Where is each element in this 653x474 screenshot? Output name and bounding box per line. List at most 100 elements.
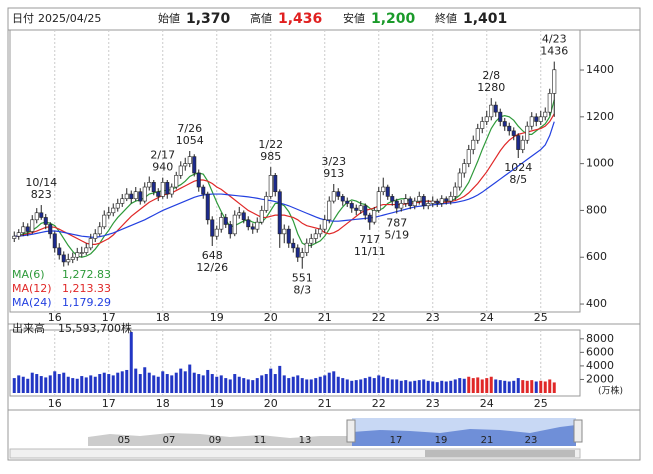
x-tick-label: 23 — [426, 311, 440, 324]
volume-bar — [197, 374, 201, 393]
candle-body — [124, 193, 129, 200]
volume-total: 15,593,700株 — [58, 321, 132, 335]
volume-bar — [210, 374, 214, 393]
annotation-value: 913 — [323, 167, 344, 180]
volume-bar — [431, 381, 435, 393]
candle-body — [205, 193, 210, 221]
navigator[interactable] — [9, 418, 583, 459]
candle-body — [318, 228, 323, 235]
x-tick-label: 22 — [372, 397, 386, 410]
x-tick-label: 16 — [48, 397, 62, 410]
candle-body — [444, 198, 449, 202]
volume-bar — [273, 374, 277, 393]
candle-body — [16, 232, 21, 237]
candle-body — [250, 226, 255, 230]
scrollbar-thumb[interactable] — [425, 450, 575, 457]
candle-body — [286, 228, 291, 244]
annotation-date: 8/3 — [293, 284, 311, 297]
legend-name: MA(6) — [12, 268, 45, 281]
annotation-date: 10/14 — [25, 176, 57, 189]
volume-title: 出来高 — [12, 321, 45, 335]
volume-bar — [440, 380, 444, 393]
candle-body — [34, 212, 39, 221]
header-value: 2025/04/25 — [38, 12, 101, 25]
candle-body — [88, 238, 93, 249]
volume-bar — [534, 381, 538, 393]
annotation-value: 1436 — [540, 45, 568, 58]
legend-value: 1,213.33 — [62, 282, 111, 295]
volume-bar — [453, 379, 457, 393]
volume-bar — [237, 376, 241, 393]
volume-bar — [75, 378, 79, 393]
candle-body — [210, 219, 215, 237]
navigator-handle[interactable] — [573, 419, 583, 443]
volume-bar — [53, 371, 57, 393]
ma-line — [14, 113, 555, 245]
scrollbar[interactable] — [9, 448, 581, 459]
candle-body — [43, 217, 48, 225]
volume-bar — [494, 379, 498, 393]
volume-bar — [449, 380, 453, 393]
x-tick-label: 19 — [210, 311, 224, 324]
candle-body — [534, 116, 539, 122]
candle-body — [97, 226, 102, 235]
annotation-date: 11/11 — [354, 245, 386, 258]
candle-body — [232, 214, 237, 235]
x-tick-label: 19 — [210, 397, 224, 410]
y-tick-label: 6000 — [586, 345, 614, 358]
annotation-value: 717 — [359, 233, 380, 246]
y-tick-label: 1400 — [586, 63, 614, 76]
volume-bar — [336, 376, 340, 393]
candle-body — [61, 254, 66, 263]
x-tick-label: 23 — [426, 397, 440, 410]
header-label: 安値 — [343, 11, 365, 25]
volume-bar — [404, 380, 408, 393]
ma-line — [14, 121, 555, 238]
volume-bar — [192, 372, 196, 393]
volume-bar — [327, 372, 331, 393]
volume-bar — [93, 376, 97, 393]
candle-body — [489, 104, 494, 118]
candle-body — [502, 121, 507, 127]
x-tick-label: 18 — [156, 397, 170, 410]
candle-body — [381, 186, 386, 193]
candle-body — [552, 69, 557, 94]
volume-bar — [282, 375, 286, 393]
volume-bar — [39, 376, 43, 393]
candle-body — [156, 191, 161, 197]
volume-bar — [305, 379, 309, 393]
candle-body — [516, 135, 521, 150]
volume-bar — [512, 380, 516, 393]
volume-bar — [125, 369, 129, 393]
candle-body — [138, 191, 143, 202]
candle-body — [291, 242, 296, 249]
volume-bar — [399, 380, 403, 393]
candle-body — [142, 186, 147, 202]
volume-bar — [507, 381, 511, 393]
candle-body — [111, 207, 116, 214]
x-tick-label: 21 — [318, 311, 332, 324]
volume-bar — [129, 332, 133, 393]
volume-panel — [9, 329, 581, 397]
annotation-date: 3/23 — [321, 155, 346, 168]
candle-body — [259, 210, 264, 223]
y-tick-label: 4000 — [586, 359, 614, 372]
header-label: 終値 — [435, 11, 457, 25]
candle-body — [214, 228, 219, 237]
volume-bar — [323, 375, 327, 393]
volume-bar — [174, 372, 178, 393]
volume-bar — [26, 378, 30, 393]
legend-name: MA(12) — [12, 282, 52, 295]
volume-bar — [318, 376, 322, 393]
volume-bar — [359, 379, 363, 393]
candle-body — [462, 163, 467, 174]
candle-body — [466, 149, 471, 164]
navigator-handle[interactable] — [346, 419, 356, 443]
volume-bar — [435, 382, 439, 393]
candle-body — [309, 238, 314, 244]
legend-value: 1,179.29 — [62, 296, 111, 309]
candle-body — [313, 233, 318, 239]
candle-body — [507, 125, 512, 132]
navigator-overview — [88, 433, 352, 446]
volume-bar — [156, 376, 160, 393]
